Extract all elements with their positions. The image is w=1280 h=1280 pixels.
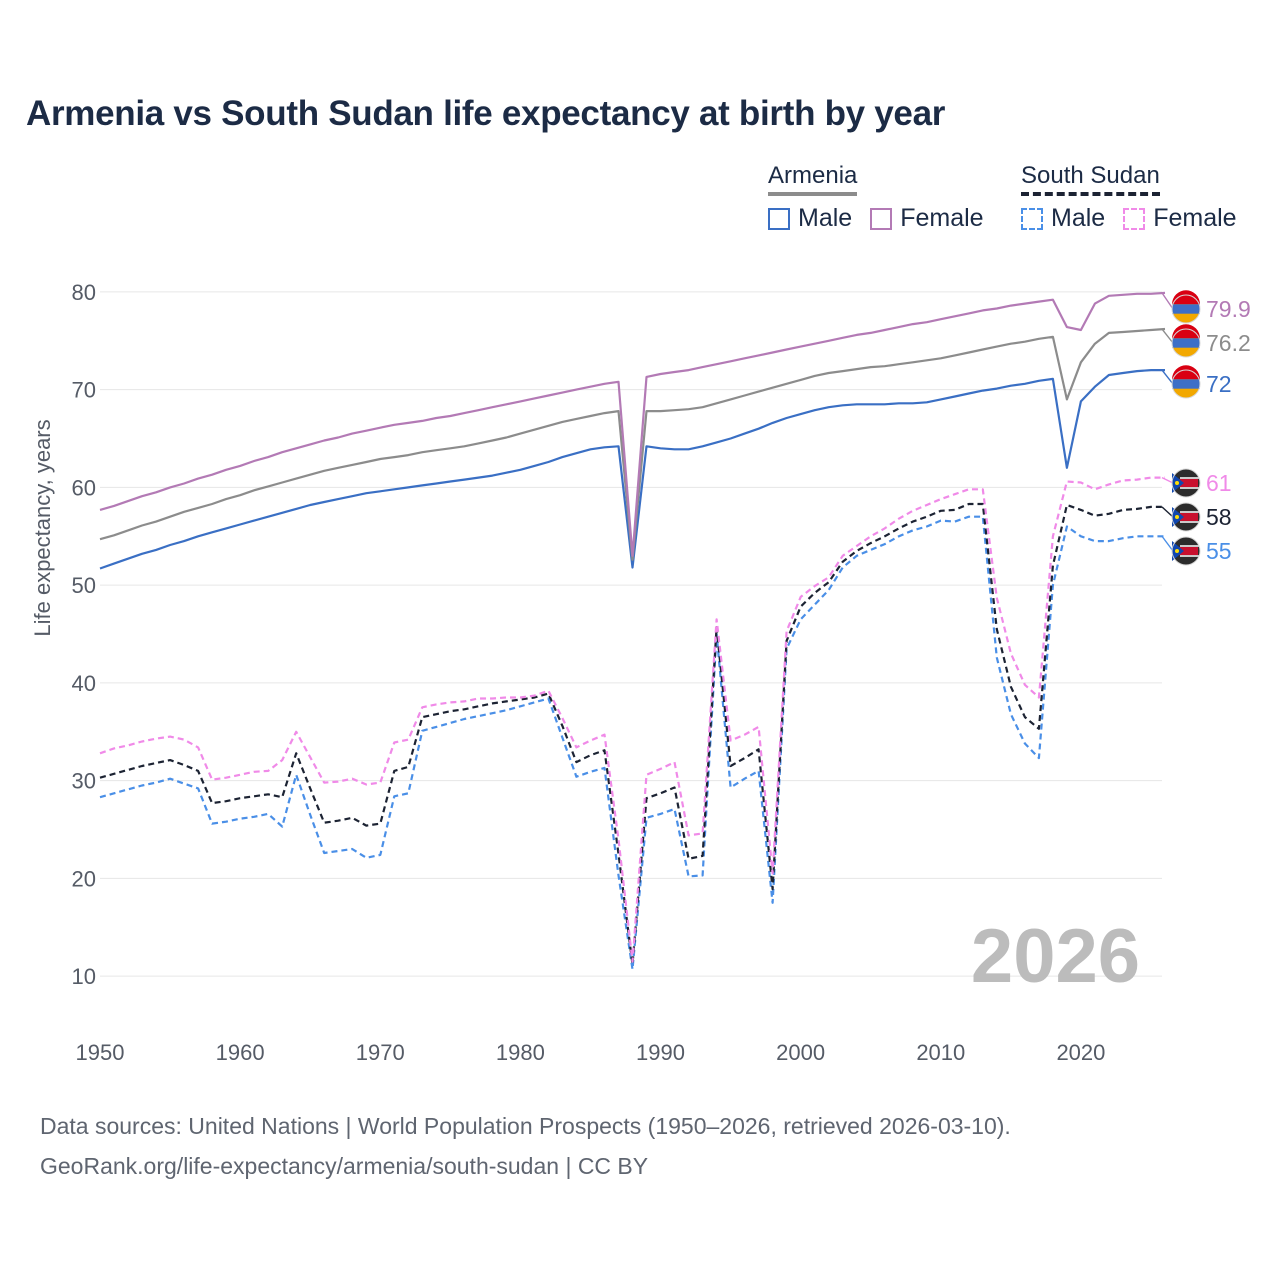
chart-title: Armenia vs South Sudan life expectancy a… xyxy=(26,94,946,133)
x-tick-label: 1990 xyxy=(636,1040,685,1065)
y-tick-label: 50 xyxy=(72,573,96,598)
end-value-label: 58 xyxy=(1206,504,1232,530)
y-tick-label: 30 xyxy=(72,769,96,794)
footer-attribution[interactable]: GeoRank.org/life-expectancy/armenia/sout… xyxy=(40,1153,649,1179)
end-value-label: 76.2 xyxy=(1206,330,1251,356)
y-axis-title: Life expectancy, years xyxy=(30,419,55,636)
end-value-label: 72 xyxy=(1206,371,1232,397)
footer: Data sources: United Nations | World Pop… xyxy=(40,1106,1011,1186)
end-connector xyxy=(1161,369,1174,385)
legend-label-armenia-female[interactable]: Female xyxy=(900,204,984,232)
x-tick-label: 1950 xyxy=(76,1040,125,1065)
y-tick-label: 40 xyxy=(72,671,96,696)
y-axis-ticks: 10 20 30 40 50 60 70 80 xyxy=(72,280,96,989)
end-value-label: 79.9 xyxy=(1206,296,1251,322)
legend-swatch-armenia-female xyxy=(870,207,893,230)
y-tick-label: 60 xyxy=(72,475,96,500)
y-tick-label: 20 xyxy=(72,866,96,891)
x-tick-label: 1980 xyxy=(496,1040,545,1065)
legend-group-south-sudan: South Sudan xyxy=(1021,162,1160,196)
flag-icon xyxy=(1171,536,1201,566)
x-tick-label: 1970 xyxy=(356,1040,405,1065)
series-group xyxy=(99,291,1166,971)
end-labels: 72 76.2 79.9 55 58 61 xyxy=(1161,290,1251,566)
series-line-south-sudan-total xyxy=(99,502,1165,966)
legend-swatch-south-sudan-female xyxy=(1123,207,1146,230)
x-tick-label: 2010 xyxy=(916,1040,965,1065)
footer-sources: Data sources: United Nations | World Pop… xyxy=(40,1113,1011,1139)
end-connector xyxy=(1161,476,1174,484)
legend-label-south-sudan-male[interactable]: Male xyxy=(1051,204,1106,232)
flag-icon xyxy=(1171,324,1201,358)
series-line-armenia-female xyxy=(99,291,1166,557)
legend-swatch-armenia-male xyxy=(768,207,790,230)
legend-label-armenia-male[interactable]: Male xyxy=(798,204,853,232)
end-value-label: 55 xyxy=(1206,538,1232,564)
flag-icon xyxy=(1171,468,1201,498)
series-line-south-sudan-male xyxy=(99,515,1165,971)
x-tick-label: 2000 xyxy=(776,1040,825,1065)
series-line-south-sudan-female xyxy=(99,476,1165,963)
end-connector xyxy=(1161,292,1174,310)
legend-items-south-sudan: Male Female xyxy=(1021,204,1247,233)
y-tick-label: 80 xyxy=(72,280,96,305)
series-line-armenia-male xyxy=(99,369,1165,570)
x-axis-ticks: 1950 1960 1970 1980 1990 2000 2010 2020 xyxy=(76,1040,1106,1065)
x-tick-label: 1960 xyxy=(216,1040,265,1065)
end-value-label: 61 xyxy=(1206,470,1232,496)
end-connector xyxy=(1161,535,1174,552)
legend-label-south-sudan-female[interactable]: Female xyxy=(1153,204,1237,232)
y-tick-label: 10 xyxy=(72,964,96,989)
line-chart: 10 20 30 40 50 60 70 80 1950 1960 1970 1980 1990 200… xyxy=(30,280,1251,1065)
legend-group-title: South Sudan xyxy=(1021,162,1160,196)
legend-group-armenia: Armenia xyxy=(768,162,858,196)
flag-icon xyxy=(1171,502,1201,532)
grid xyxy=(100,291,1162,977)
end-connector xyxy=(1161,506,1174,518)
flag-icon xyxy=(1171,365,1201,399)
flag-icon xyxy=(1171,290,1201,324)
current-year-watermark: 2026 xyxy=(971,914,1140,999)
legend-group-title: Armenia xyxy=(768,162,858,196)
end-connector xyxy=(1161,328,1174,344)
legend-swatch-south-sudan-male xyxy=(1021,207,1043,230)
x-tick-label: 2020 xyxy=(1056,1040,1105,1065)
y-tick-label: 70 xyxy=(72,378,96,403)
legend-items-armenia: Male Female xyxy=(768,204,994,233)
series-line-armenia-total xyxy=(99,327,1166,561)
